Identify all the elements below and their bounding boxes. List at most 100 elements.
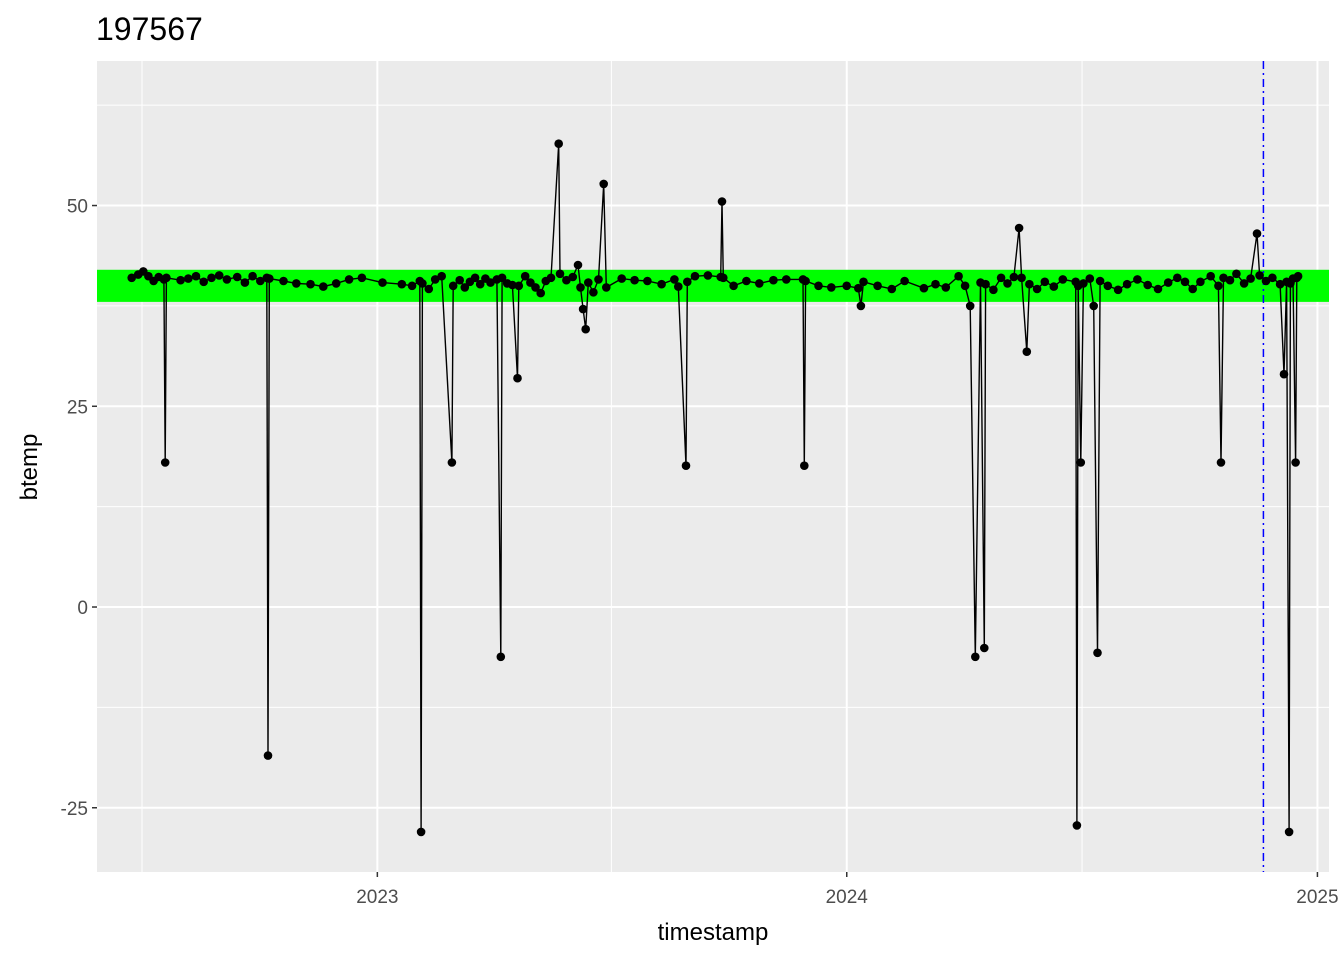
data-point [176, 276, 185, 285]
data-point [594, 275, 603, 284]
data-point [1164, 278, 1173, 287]
data-point [192, 272, 201, 281]
data-point [931, 280, 940, 289]
data-point [184, 274, 193, 283]
data-point [579, 305, 588, 314]
data-point [1253, 229, 1262, 238]
data-point [1154, 285, 1163, 294]
x-tick-label: 2024 [826, 887, 869, 908]
data-point [207, 274, 216, 283]
data-point [417, 828, 426, 837]
data-point [1104, 282, 1113, 291]
data-point [1214, 282, 1223, 291]
data-point [842, 282, 851, 291]
y-tick-label: 0 [77, 598, 88, 619]
data-point [1181, 278, 1190, 287]
data-point [455, 276, 464, 285]
data-point [742, 277, 751, 286]
data-point [1268, 274, 1277, 283]
data-point [704, 271, 713, 280]
data-point [1206, 272, 1215, 281]
data-point [408, 282, 417, 291]
data-point [1077, 458, 1086, 467]
data-point [574, 261, 583, 270]
y-axis-ticks: -25 0 25 50 [61, 197, 97, 820]
x-tick-label: 2023 [356, 887, 398, 908]
data-point [630, 276, 639, 285]
data-point [279, 277, 288, 286]
data-point [265, 274, 274, 283]
data-point [264, 751, 273, 760]
data-point [1093, 649, 1102, 658]
data-point [769, 276, 778, 285]
data-point [536, 289, 545, 298]
data-point [683, 278, 692, 287]
data-point [1280, 370, 1289, 379]
data-point [1246, 274, 1255, 283]
data-point [1143, 281, 1152, 290]
data-point [755, 279, 764, 288]
data-point [1123, 280, 1132, 289]
y-tick-label: -25 [61, 799, 88, 820]
data-point [345, 275, 354, 284]
data-point [1232, 270, 1241, 279]
data-point [602, 283, 611, 292]
data-point [980, 644, 989, 653]
y-axis-title: btemp [16, 434, 43, 501]
data-point [569, 273, 578, 282]
data-point [1114, 286, 1123, 295]
data-point [961, 282, 970, 291]
data-point [378, 278, 387, 287]
data-point [1033, 285, 1042, 294]
data-point [1015, 224, 1024, 233]
data-point [1217, 458, 1226, 467]
data-point [827, 283, 836, 292]
data-point [1041, 278, 1050, 287]
data-point [584, 278, 593, 287]
data-point [248, 272, 257, 281]
data-point [674, 282, 683, 291]
data-point [1173, 274, 1182, 283]
data-point [1023, 347, 1032, 356]
data-point [497, 653, 506, 662]
y-tick-label: 50 [67, 197, 88, 218]
data-point [729, 282, 738, 291]
data-point [1017, 274, 1026, 283]
data-point [1086, 274, 1095, 283]
data-point [292, 279, 301, 288]
data-point [1073, 821, 1082, 830]
data-point [554, 139, 563, 148]
data-point [859, 278, 868, 287]
data-point [1050, 282, 1059, 291]
data-point [1285, 828, 1294, 837]
data-point [814, 282, 823, 291]
data-point [900, 277, 909, 286]
data-point [515, 282, 524, 291]
data-point [556, 270, 565, 279]
data-point [162, 274, 171, 283]
data-point [1096, 277, 1105, 286]
y-tick-label: 25 [67, 397, 88, 418]
data-point [358, 274, 367, 283]
data-point [989, 286, 998, 295]
data-point [425, 285, 434, 294]
data-point [215, 271, 224, 280]
data-point [800, 461, 809, 470]
data-point [920, 284, 929, 293]
x-tick-label: 2025 [1296, 887, 1338, 908]
data-point [599, 180, 608, 189]
data-point [332, 279, 341, 288]
data-point [691, 272, 700, 281]
data-point [449, 282, 458, 291]
data-point [161, 458, 170, 467]
data-point [1291, 458, 1300, 467]
data-point [643, 277, 652, 286]
data-point [1188, 285, 1197, 294]
data-point [954, 272, 963, 281]
data-point [319, 282, 328, 291]
data-point [1059, 275, 1068, 284]
data-point [718, 197, 727, 206]
data-point [719, 274, 728, 283]
data-point [223, 275, 232, 284]
